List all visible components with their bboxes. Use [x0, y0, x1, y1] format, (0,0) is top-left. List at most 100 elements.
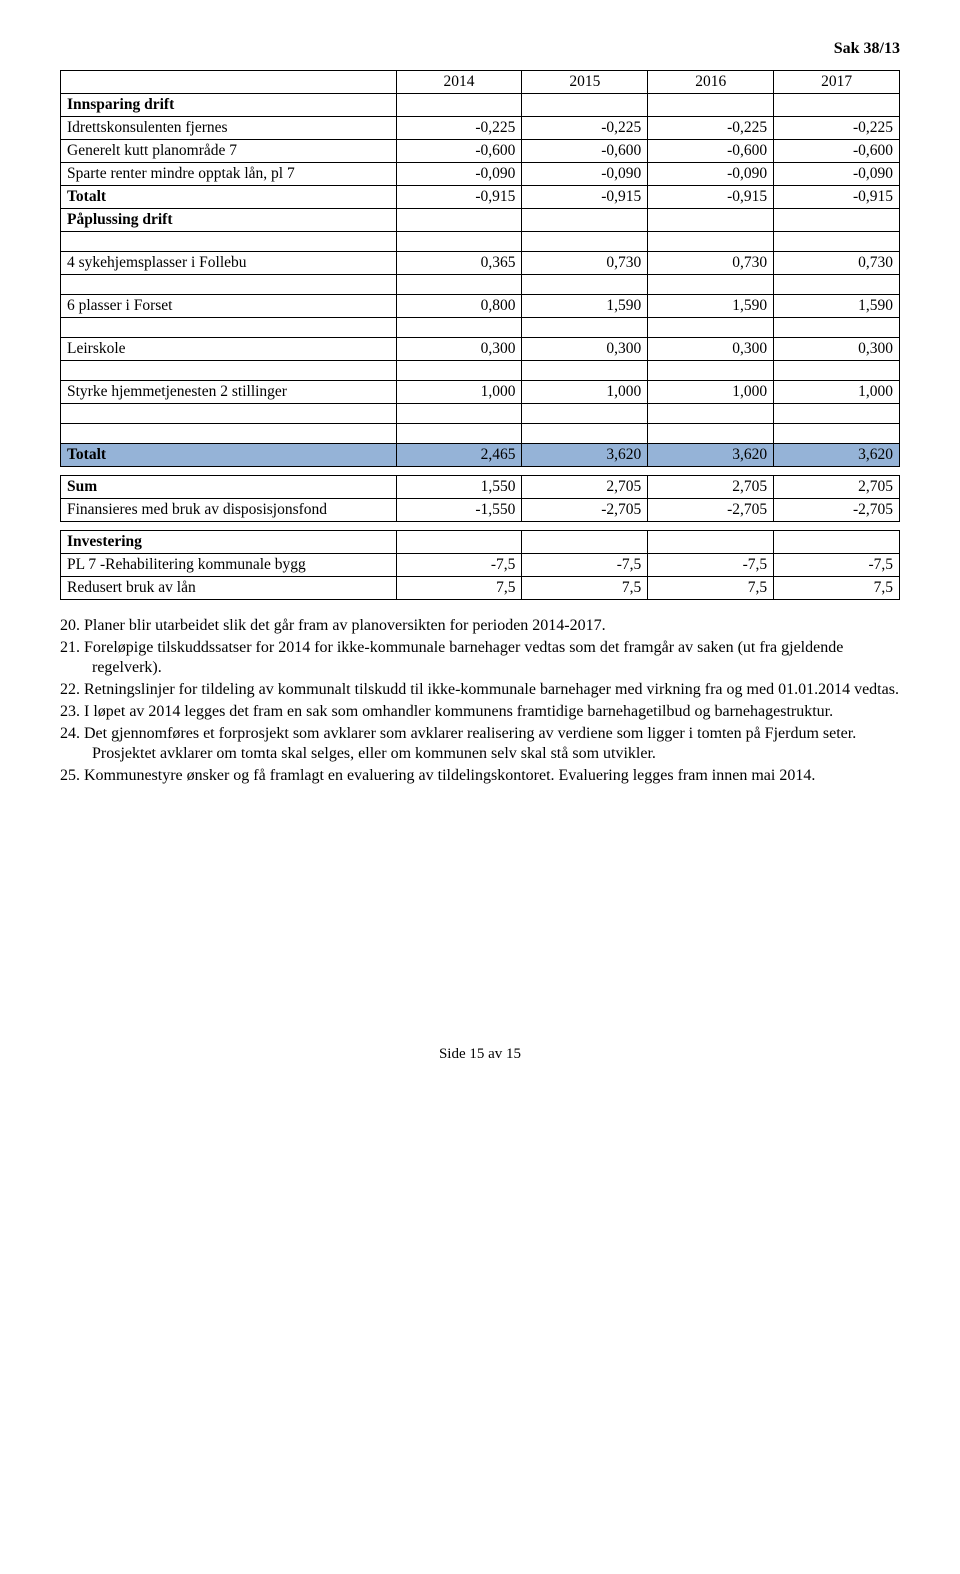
item-text: Foreløpige tilskuddssatser for 2014 for …: [84, 639, 843, 676]
total-val: 2,465: [396, 444, 522, 467]
row-val: -7,5: [774, 554, 900, 577]
row-val: 0,730: [522, 252, 648, 275]
row-val: 1,000: [774, 381, 900, 404]
spacer-row: [61, 404, 900, 424]
item-text: I løpet av 2014 legges det fram en sak s…: [84, 703, 833, 720]
total-row: Totalt 2,465 3,620 3,620 3,620: [61, 444, 900, 467]
row-val: -0,915: [648, 186, 774, 209]
row-val: 0,300: [774, 338, 900, 361]
list-item: 21. Foreløpige tilskuddssatser for 2014 …: [92, 638, 900, 678]
row-label: Finansieres med bruk av disposisjonsfond: [61, 499, 397, 522]
row-val: -0,225: [522, 117, 648, 140]
row-label: Sparte renter mindre opptak lån, pl 7: [61, 163, 397, 186]
row-label: 6 plasser i Forset: [61, 295, 397, 318]
row-label: Generelt kutt planområde 7: [61, 140, 397, 163]
item-text: Planer blir utarbeidet slik det går fram…: [84, 617, 606, 634]
row-val: [774, 209, 900, 232]
total-val: 3,620: [522, 444, 648, 467]
row-label: 4 sykehjemsplasser i Follebu: [61, 252, 397, 275]
page-footer: Side 15 av 15: [60, 1046, 900, 1063]
spacer-row: [61, 275, 900, 295]
row-val: [774, 94, 900, 117]
list-item: 20. Planer blir utarbeidet slik det går …: [92, 616, 900, 636]
table-row: Totalt-0,915-0,915-0,915-0,915: [61, 186, 900, 209]
row-val: 7,5: [648, 577, 774, 600]
row-val: [648, 94, 774, 117]
row-val: -0,600: [522, 140, 648, 163]
row-val: -0,090: [522, 163, 648, 186]
sum-table: Sum1,5502,7052,7052,705Finansieres med b…: [60, 475, 900, 522]
table-row: 4 sykehjemsplasser i Follebu0,3650,7300,…: [61, 252, 900, 275]
row-label: Totalt: [61, 186, 397, 209]
row-val: [522, 531, 648, 554]
invest-table: InvesteringPL 7 -Rehabilitering kommunal…: [60, 530, 900, 600]
row-val: 1,000: [396, 381, 522, 404]
row-val: -7,5: [522, 554, 648, 577]
row-val: [774, 531, 900, 554]
row-val: 7,5: [774, 577, 900, 600]
table-row: Innsparing drift: [61, 94, 900, 117]
row-val: [396, 209, 522, 232]
row-val: -0,225: [396, 117, 522, 140]
row-val: -0,915: [774, 186, 900, 209]
table-row: Styrke hjemmetjenesten 2 stillinger1,000…: [61, 381, 900, 404]
row-val: [396, 531, 522, 554]
row-val: 1,590: [648, 295, 774, 318]
row-val: -0,225: [774, 117, 900, 140]
row-label: PL 7 -Rehabilitering kommunale bygg: [61, 554, 397, 577]
list-item: 24. Det gjennomføres et forprosjekt som …: [92, 724, 900, 764]
list-item: 25. Kommunestyre ønsker og få framlagt e…: [92, 766, 900, 786]
total-val: 3,620: [648, 444, 774, 467]
item-number: 24.: [60, 725, 80, 742]
row-val: 0,730: [648, 252, 774, 275]
row-val: -1,550: [396, 499, 522, 522]
row-label: Idrettskonsulenten fjernes: [61, 117, 397, 140]
spacer-row: [61, 361, 900, 381]
row-val: 0,730: [774, 252, 900, 275]
row-val: 0,300: [522, 338, 648, 361]
row-val: -0,090: [396, 163, 522, 186]
list-item: 23. I løpet av 2014 legges det fram en s…: [92, 702, 900, 722]
row-val: 2,705: [648, 476, 774, 499]
row-val: 1,000: [648, 381, 774, 404]
item-number: 22.: [60, 681, 80, 698]
main-table: 2014 2015 2016 2017 Innsparing driftIdre…: [60, 70, 900, 467]
row-val: [522, 94, 648, 117]
row-label: Innsparing drift: [61, 94, 397, 117]
numbered-list: 20. Planer blir utarbeidet slik det går …: [60, 616, 900, 786]
table-row: Redusert bruk av lån7,57,57,57,5: [61, 577, 900, 600]
row-val: -0,600: [396, 140, 522, 163]
row-label: Sum: [61, 476, 397, 499]
item-number: 20.: [60, 617, 80, 634]
row-val: -2,705: [648, 499, 774, 522]
row-val: -0,225: [648, 117, 774, 140]
row-val: 0,800: [396, 295, 522, 318]
row-val: [648, 209, 774, 232]
item-number: 25.: [60, 767, 80, 784]
row-val: -2,705: [522, 499, 648, 522]
row-val: 2,705: [522, 476, 648, 499]
total-label: Totalt: [61, 444, 397, 467]
row-val: 1,590: [522, 295, 648, 318]
table-row: Påplussing drift: [61, 209, 900, 232]
item-number: 23.: [60, 703, 80, 720]
row-val: -0,090: [774, 163, 900, 186]
row-label: Redusert bruk av lån: [61, 577, 397, 600]
row-val: -0,600: [648, 140, 774, 163]
year-col: 2014: [396, 71, 522, 94]
year-col: 2016: [648, 71, 774, 94]
item-text: Kommunestyre ønsker og få framlagt en ev…: [84, 767, 815, 784]
row-label: Leirskole: [61, 338, 397, 361]
row-val: -2,705: [774, 499, 900, 522]
row-val: [648, 531, 774, 554]
item-text: Det gjennomføres et forprosjekt som avkl…: [84, 725, 856, 762]
table-row: PL 7 -Rehabilitering kommunale bygg -7,5 -…: [61, 554, 900, 577]
table-row: Sparte renter mindre opptak lån, pl 7-0,…: [61, 163, 900, 186]
table-row: Finansieres med bruk av disposisjonsfond…: [61, 499, 900, 522]
row-val: -0,600: [774, 140, 900, 163]
year-col: 2015: [522, 71, 648, 94]
row-val: 0,300: [648, 338, 774, 361]
row-label: Investering: [61, 531, 397, 554]
table-row: Sum1,5502,7052,7052,705: [61, 476, 900, 499]
row-val: -0,090: [648, 163, 774, 186]
